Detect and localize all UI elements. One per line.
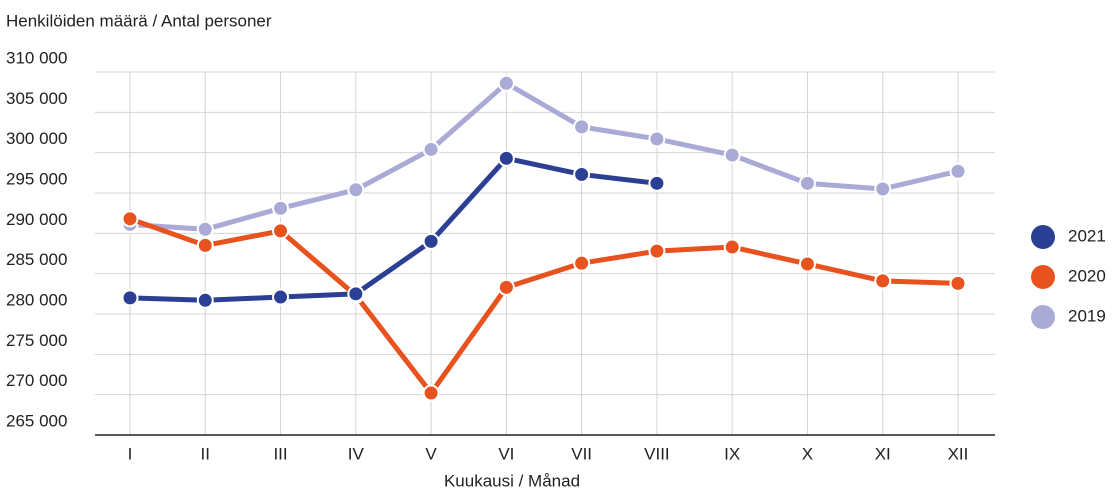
legend-swatch bbox=[1031, 305, 1055, 329]
x-tick-label: III bbox=[273, 444, 287, 463]
point bbox=[874, 180, 892, 198]
point bbox=[196, 236, 214, 254]
legend-swatch bbox=[1031, 225, 1055, 249]
x-tick-label: XII bbox=[948, 444, 969, 463]
point bbox=[196, 291, 214, 309]
point bbox=[196, 220, 214, 238]
point bbox=[272, 199, 290, 217]
point bbox=[272, 222, 290, 240]
x-tick-label: IX bbox=[724, 444, 740, 463]
x-axis-label: Kuukausi / Månad bbox=[444, 471, 580, 490]
point bbox=[648, 174, 666, 192]
x-tick-label: VII bbox=[571, 444, 592, 463]
y-tick-label: 290 000 bbox=[6, 210, 67, 229]
legend-label: 2020 bbox=[1068, 266, 1106, 285]
point bbox=[347, 181, 365, 199]
y-tick-label: 295 000 bbox=[6, 169, 67, 188]
point bbox=[573, 254, 591, 272]
y-tick-label: 285 000 bbox=[6, 250, 67, 269]
point bbox=[121, 210, 139, 228]
point bbox=[949, 274, 967, 292]
y-tick-label: 265 000 bbox=[6, 411, 67, 430]
point bbox=[272, 288, 290, 306]
point bbox=[497, 149, 515, 167]
legend-swatch bbox=[1031, 265, 1055, 289]
point bbox=[422, 140, 440, 158]
point bbox=[497, 74, 515, 92]
y-tick-label: 300 000 bbox=[6, 129, 67, 148]
x-tick-label: V bbox=[425, 444, 437, 463]
point bbox=[723, 146, 741, 164]
point bbox=[121, 289, 139, 307]
legend-label: 2019 bbox=[1068, 306, 1106, 325]
y-tick-label: 275 000 bbox=[6, 331, 67, 350]
point bbox=[422, 232, 440, 250]
y-tick-label: 270 000 bbox=[6, 371, 67, 390]
legend-label: 2021 bbox=[1068, 226, 1106, 245]
point bbox=[422, 384, 440, 402]
point bbox=[874, 272, 892, 290]
x-tick-label: XI bbox=[875, 444, 891, 463]
chart-title: Henkilöiden määrä / Antal personer bbox=[6, 11, 272, 30]
y-tick-label: 280 000 bbox=[6, 290, 67, 309]
x-tick-label: VIII bbox=[644, 444, 670, 463]
series-line bbox=[129, 155, 658, 303]
x-tick-label: IV bbox=[348, 444, 365, 463]
point bbox=[798, 174, 816, 192]
x-tick-label: I bbox=[128, 444, 133, 463]
x-tick-label: X bbox=[802, 444, 813, 463]
point bbox=[949, 162, 967, 180]
point bbox=[723, 238, 741, 256]
point bbox=[648, 242, 666, 260]
point bbox=[573, 118, 591, 136]
y-tick-label: 305 000 bbox=[6, 89, 67, 108]
point bbox=[573, 165, 591, 183]
series-line bbox=[129, 216, 959, 396]
point bbox=[798, 255, 816, 273]
x-tick-label: VI bbox=[498, 444, 514, 463]
y-tick-label: 310 000 bbox=[6, 48, 67, 67]
point bbox=[347, 285, 365, 303]
x-tick-label: II bbox=[201, 444, 210, 463]
point bbox=[497, 278, 515, 296]
point bbox=[648, 130, 666, 148]
series-line bbox=[129, 80, 959, 232]
